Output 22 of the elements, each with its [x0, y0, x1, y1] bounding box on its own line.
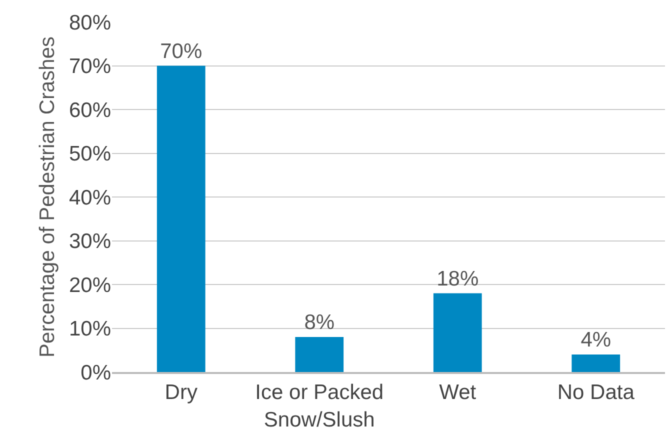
x-tick-label: Ice or Packed Snow/Slush	[255, 380, 384, 432]
y-tick-label: 20%	[68, 274, 111, 297]
y-tick-label: 10%	[68, 318, 111, 341]
data-label: 4%	[580, 328, 612, 352]
bar	[572, 354, 620, 372]
x-tick-label: Wet	[439, 380, 476, 404]
bar	[295, 337, 344, 372]
x-tick-label: Dry	[164, 380, 198, 404]
y-axis-title: Percentage of Pedestrian Crashes	[36, 36, 60, 358]
y-tick-label: 50%	[68, 142, 111, 166]
data-label: 70%	[160, 40, 202, 63]
bar	[156, 66, 206, 372]
data-label: 18%	[436, 267, 479, 290]
y-tick-label: 30%	[68, 230, 111, 254]
y-tick-label: 40%	[68, 186, 111, 210]
y-tick-label: 60%	[68, 98, 111, 122]
data-label: 8%	[304, 311, 335, 334]
y-tick-label: 0%	[80, 361, 111, 384]
bar	[433, 293, 482, 372]
x-tick-label: No Data	[557, 380, 635, 404]
y-tick-label: 70%	[68, 55, 111, 78]
y-tick-label: 80%	[68, 11, 111, 34]
